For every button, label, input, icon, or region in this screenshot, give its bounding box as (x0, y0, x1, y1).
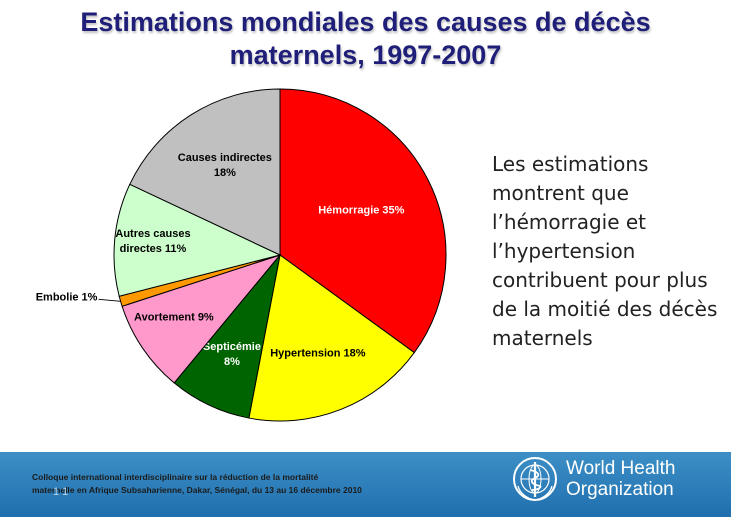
slide-title-line-1: Estimations mondiales des causes de décè… (80, 7, 651, 37)
footer-conference-text: Colloque international interdisciplinair… (32, 472, 362, 495)
pie-label-hypertension: Hypertension 18% (270, 348, 366, 360)
pie-label-causes-indirectes: Causes indirectes 18% (178, 152, 272, 179)
pie-label-avortement: Avortement 9% (134, 311, 214, 323)
pie-slice-avortement (121, 253, 282, 384)
pie-label-hemorragie: Hémorragie 35% (318, 205, 404, 217)
leader-line-embolie (98, 298, 121, 302)
page-number: 1 1 (53, 486, 69, 498)
slide-title: Estimations mondiales des causes de décè… (0, 6, 731, 72)
pie-slice-hemorragie (279, 88, 447, 354)
pie-label-embolie: Embolie 1% (36, 291, 98, 303)
pie-slice-autres-causes-directes (113, 183, 282, 297)
pie-label-autres-causes-directes: Autres causes directes 11% (115, 228, 190, 255)
pie-slice-causes-indirectes (129, 88, 281, 256)
slide-title-line-2: maternels, 1997-2007 (229, 40, 502, 70)
who-emblem-icon (513, 457, 557, 501)
pie-chart: Hémorragie 35% Hypertension 18% Septicémie… (36, 88, 447, 422)
organization-name-line-1: World Health (566, 458, 676, 479)
summary-text: Les estimations montrent que l’hémorragi… (492, 152, 718, 350)
organization-name: World Health Organization (566, 458, 675, 500)
organization-name-line-2: Organization (566, 479, 674, 500)
pie-slice-hypertension (248, 254, 415, 422)
pie-label-septicemie: Septicémie 8% (203, 341, 261, 368)
footer-bar: Colloque international interdisciplinair… (0, 452, 731, 517)
